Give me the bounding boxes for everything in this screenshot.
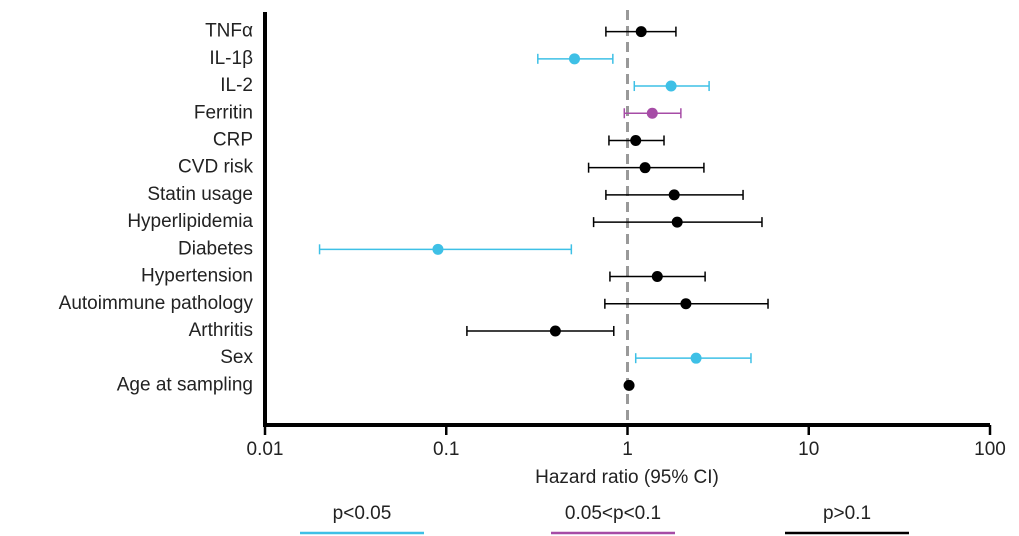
y-tick-label: CRP <box>213 129 253 150</box>
y-tick-label: Ferritin <box>194 102 253 123</box>
y-tick-label: Hyperlipidemia <box>127 211 253 232</box>
point <box>549 325 561 337</box>
y-tick-label: Statin usage <box>147 184 253 205</box>
point <box>665 80 677 92</box>
x-tick-label: 0.01 <box>247 439 284 460</box>
y-tick-label: Arthritis <box>189 320 253 341</box>
legend-label: p>0.1 <box>823 503 871 524</box>
point <box>671 216 683 228</box>
point <box>690 352 702 364</box>
y-tick-label: Autoimmune pathology <box>59 293 254 314</box>
y-tick-label: Sex <box>220 347 253 368</box>
point <box>432 243 444 255</box>
point <box>646 107 658 119</box>
legend-label: p<0.05 <box>333 503 392 524</box>
x-tick-label: 100 <box>974 439 1006 460</box>
point <box>635 26 647 38</box>
x-axis-label: Hazard ratio (95% CI) <box>535 467 719 488</box>
y-tick-label: IL-2 <box>220 75 253 96</box>
x-tick-label: 0.1 <box>433 439 459 460</box>
point <box>680 298 692 310</box>
point <box>668 189 680 201</box>
y-tick-label: Hypertension <box>141 266 253 287</box>
x-tick-label: 1 <box>622 439 633 460</box>
y-tick-label: Diabetes <box>178 238 253 259</box>
point <box>651 271 663 283</box>
point <box>623 379 635 391</box>
point <box>639 162 651 174</box>
y-tick-label: IL-1β <box>209 48 253 69</box>
y-tick-label: CVD risk <box>178 157 253 178</box>
y-tick-label: Age at sampling <box>117 374 253 395</box>
point <box>630 134 642 146</box>
point <box>568 53 580 65</box>
legend-label: 0.05<p<0.1 <box>565 503 661 524</box>
x-tick-label: 10 <box>798 439 819 460</box>
y-tick-label: TNFα <box>205 21 253 42</box>
